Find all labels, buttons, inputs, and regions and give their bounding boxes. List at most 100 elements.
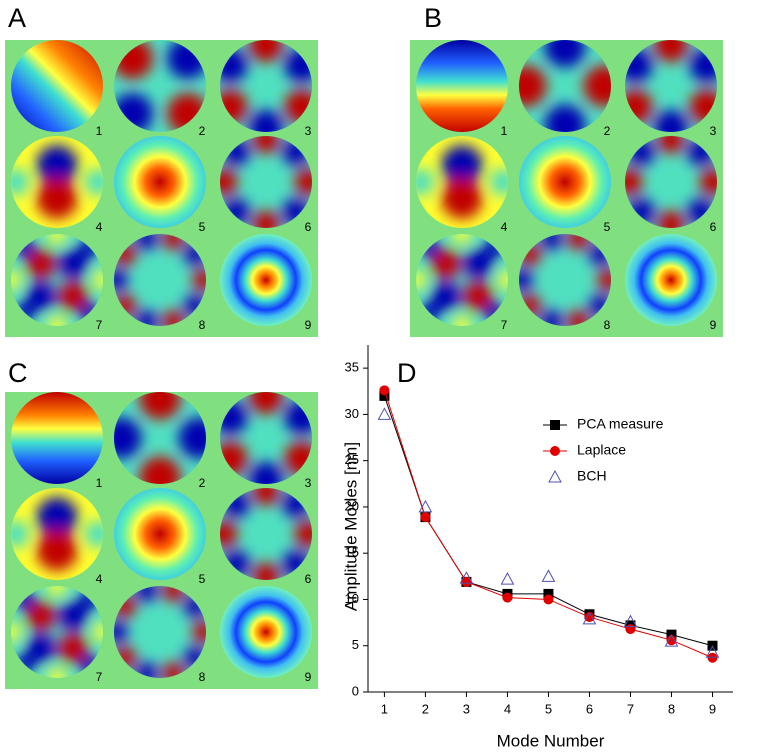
marker xyxy=(705,645,720,658)
mode-image xyxy=(416,40,508,132)
mode-number: 7 xyxy=(501,318,508,332)
mode-number: 6 xyxy=(710,220,717,234)
marker xyxy=(379,390,390,401)
x-tick-label: 6 xyxy=(586,701,593,716)
series xyxy=(379,385,718,663)
legend-marker xyxy=(550,420,560,430)
lobe xyxy=(58,248,89,279)
lobe xyxy=(178,417,206,459)
panel-label: B xyxy=(424,3,442,33)
lobe xyxy=(248,109,284,132)
mode-base xyxy=(519,136,611,228)
mode-base xyxy=(11,40,103,132)
mode-number: 4 xyxy=(96,572,103,586)
lobe xyxy=(11,168,30,196)
marker xyxy=(584,612,595,623)
mode-number: 2 xyxy=(199,476,206,490)
lobe xyxy=(597,268,611,292)
lobe xyxy=(139,392,181,420)
mode-image xyxy=(11,234,103,326)
mode-image xyxy=(114,586,206,678)
lobe xyxy=(25,633,56,664)
lobe xyxy=(162,310,186,326)
mode-number: 1 xyxy=(96,124,103,138)
lobe xyxy=(653,109,689,132)
y-tick-label: 30 xyxy=(345,406,359,421)
mode-number: 4 xyxy=(96,220,103,234)
lobe xyxy=(11,520,30,548)
marker xyxy=(543,594,554,605)
mode-image xyxy=(114,392,206,484)
marker xyxy=(582,611,597,625)
lobe xyxy=(11,269,22,291)
panel-label: C xyxy=(8,358,28,388)
lobe xyxy=(294,168,312,196)
x-tick-label: 3 xyxy=(463,701,470,716)
mode-lobes xyxy=(11,234,103,326)
lobe xyxy=(25,281,56,312)
lobe xyxy=(463,248,494,279)
marker xyxy=(664,634,679,647)
mode-lobes xyxy=(114,586,206,678)
lobe xyxy=(192,620,206,644)
mode-image xyxy=(220,136,312,228)
mode-image xyxy=(114,136,206,228)
lobe xyxy=(248,40,284,63)
lobe xyxy=(162,234,186,250)
lobe xyxy=(114,620,128,644)
lobe xyxy=(699,168,717,196)
lobe xyxy=(451,315,473,326)
mode-number: 6 xyxy=(305,220,312,234)
mode-number: 6 xyxy=(305,572,312,586)
mode-lobes xyxy=(114,392,206,484)
lobe xyxy=(539,234,563,250)
lobe xyxy=(657,136,685,154)
mode-number: 7 xyxy=(96,670,103,684)
lobe xyxy=(36,497,78,539)
x-tick-label: 5 xyxy=(545,701,552,716)
lobe xyxy=(294,520,312,548)
legend-marker xyxy=(548,469,562,483)
lobe xyxy=(46,586,68,597)
marker xyxy=(502,592,513,603)
mode-base xyxy=(416,40,508,132)
y-tick-label: 35 xyxy=(345,360,359,375)
lobe xyxy=(139,456,181,484)
lobe xyxy=(25,600,56,631)
lobe xyxy=(92,621,103,643)
lobe xyxy=(489,168,508,196)
mode-number: 9 xyxy=(305,318,312,332)
lobe xyxy=(58,281,89,312)
mode-number: 8 xyxy=(199,318,206,332)
mode-lobes xyxy=(11,145,103,219)
lobe xyxy=(544,104,586,132)
lobe xyxy=(567,234,591,250)
mode-number: 8 xyxy=(604,318,611,332)
mode-number: 3 xyxy=(305,476,312,490)
mode-image xyxy=(220,234,312,326)
lobe xyxy=(252,210,280,228)
mode-number: 8 xyxy=(199,670,206,684)
lobe xyxy=(11,621,22,643)
lobe xyxy=(84,520,103,548)
mode-lobes xyxy=(519,234,611,326)
mode-image xyxy=(220,586,312,678)
lobe xyxy=(46,315,68,326)
marker xyxy=(625,624,636,635)
series xyxy=(379,390,718,651)
lobe xyxy=(36,145,78,187)
mode-image xyxy=(519,136,611,228)
mode-number: 5 xyxy=(199,220,206,234)
x-tick-label: 2 xyxy=(422,701,429,716)
mode-lobes xyxy=(11,497,103,571)
lobe xyxy=(92,269,103,291)
mode-base xyxy=(114,136,206,228)
mode-lobes xyxy=(519,40,611,132)
mode-image xyxy=(519,234,611,326)
lobe xyxy=(430,248,461,279)
lobe xyxy=(84,168,103,196)
mode-image xyxy=(220,40,312,132)
y-tick-label: 20 xyxy=(345,498,359,513)
lobe xyxy=(58,633,89,664)
legend-label: BCH xyxy=(577,468,607,484)
